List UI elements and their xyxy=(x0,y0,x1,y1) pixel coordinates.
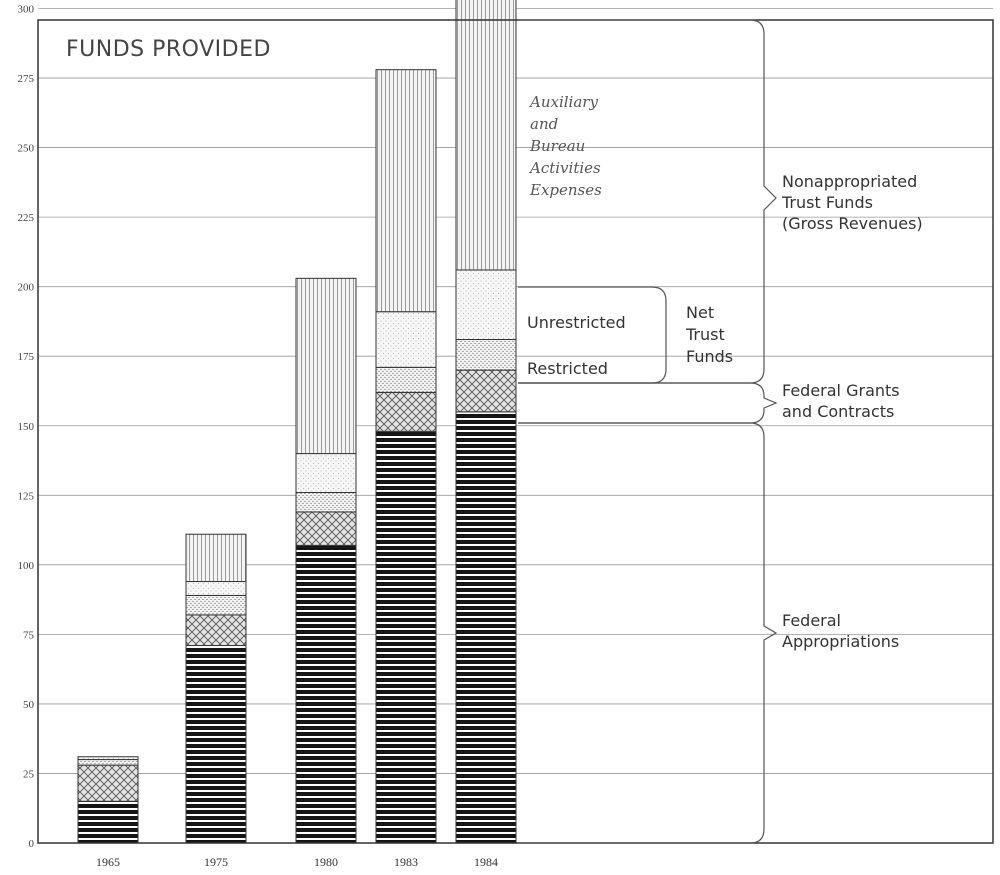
y-tick-label: 225 xyxy=(18,212,35,224)
bar-segment xyxy=(185,645,247,844)
unrestricted-label: Unrestricted xyxy=(527,313,626,332)
bar-segment xyxy=(295,277,357,455)
y-tick-label: 125 xyxy=(18,490,35,502)
svg-text:and Contracts: and Contracts xyxy=(782,402,894,421)
y-tick-label: 0 xyxy=(29,838,35,850)
bar-segment xyxy=(77,800,139,844)
svg-text:(Gross Revenues): (Gross Revenues) xyxy=(782,214,923,233)
y-tick-label: 25 xyxy=(23,768,35,780)
chart-title: FUNDS PROVIDED xyxy=(66,37,271,62)
x-tick-label: 1983 xyxy=(394,855,418,869)
svg-text:Trust: Trust xyxy=(685,325,725,344)
bar-segment xyxy=(295,544,357,844)
bars xyxy=(77,0,517,844)
bar-segment xyxy=(295,492,357,513)
x-tick-label: 1975 xyxy=(204,855,228,869)
bar-segment xyxy=(295,453,357,494)
bar-segment xyxy=(77,756,139,761)
x-axis-ticks: 1965 1975 1980 1983 1984 xyxy=(96,855,498,869)
bar-segment xyxy=(455,369,517,413)
net-trust-bracket xyxy=(518,286,667,384)
nonappropriated-brace xyxy=(518,19,777,384)
bar-segment xyxy=(455,411,517,844)
svg-text:Federal: Federal xyxy=(782,611,841,630)
svg-text:Expenses: Expenses xyxy=(529,181,602,199)
svg-text:Appropriations: Appropriations xyxy=(782,632,899,651)
svg-text:Auxiliary: Auxiliary xyxy=(528,93,598,111)
svg-text:Net: Net xyxy=(686,303,714,322)
bar-segment xyxy=(185,581,247,596)
x-tick-label: 1965 xyxy=(96,855,120,869)
auxiliary-label: Auxiliary and Bureau Activities Expenses xyxy=(528,93,602,199)
bar-segment xyxy=(455,339,517,371)
x-tick-label: 1984 xyxy=(474,855,498,869)
bar-segment xyxy=(375,430,437,844)
net-trust-label: Net Trust Funds xyxy=(685,303,733,366)
svg-text:Federal Grants: Federal Grants xyxy=(782,381,900,400)
bar-segment xyxy=(375,391,437,432)
bar-segment xyxy=(185,533,247,583)
federal-appropriations-brace xyxy=(518,422,778,844)
restricted-label: Restricted xyxy=(527,359,608,378)
bar-segment xyxy=(185,594,247,616)
bar-segment xyxy=(295,511,357,546)
bar-segment xyxy=(185,614,247,647)
svg-text:and: and xyxy=(530,115,558,133)
federal-appropriations-label: Federal Appropriations xyxy=(782,611,899,651)
y-tick-label: 275 xyxy=(18,73,35,85)
svg-text:Nonappropriated: Nonappropriated xyxy=(782,172,917,191)
y-axis-ticks: 0 25 50 75 100 125 150 175 200 225 250 275 300 xyxy=(18,4,35,851)
nonappropriated-label: Nonappropriated Trust Funds (Gross Reven… xyxy=(781,172,923,233)
svg-text:Bureau: Bureau xyxy=(529,137,585,155)
bar-segment xyxy=(375,311,437,368)
y-tick-label: 100 xyxy=(18,560,35,572)
svg-text:Activities: Activities xyxy=(528,159,601,177)
bar-segment xyxy=(77,759,139,766)
x-tick-label: 1980 xyxy=(314,855,338,869)
bar-segment xyxy=(375,366,437,393)
y-tick-label: 200 xyxy=(18,282,35,294)
y-tick-label: 150 xyxy=(18,421,35,433)
bar-segment xyxy=(455,0,517,271)
federal-grants-label: Federal Grants and Contracts xyxy=(782,381,900,421)
federal-grants-brace xyxy=(518,382,778,424)
y-tick-label: 175 xyxy=(18,351,35,363)
y-tick-label: 250 xyxy=(18,143,35,155)
bar-segment xyxy=(77,764,139,802)
svg-text:Funds: Funds xyxy=(686,347,733,366)
y-tick-label: 75 xyxy=(23,629,35,641)
bar-segment xyxy=(375,69,437,313)
y-tick-label: 300 xyxy=(18,4,35,16)
svg-text:Trust Funds: Trust Funds xyxy=(781,193,873,212)
bar-segment xyxy=(455,269,517,341)
y-tick-label: 50 xyxy=(23,699,35,711)
plot-frame xyxy=(37,19,994,844)
